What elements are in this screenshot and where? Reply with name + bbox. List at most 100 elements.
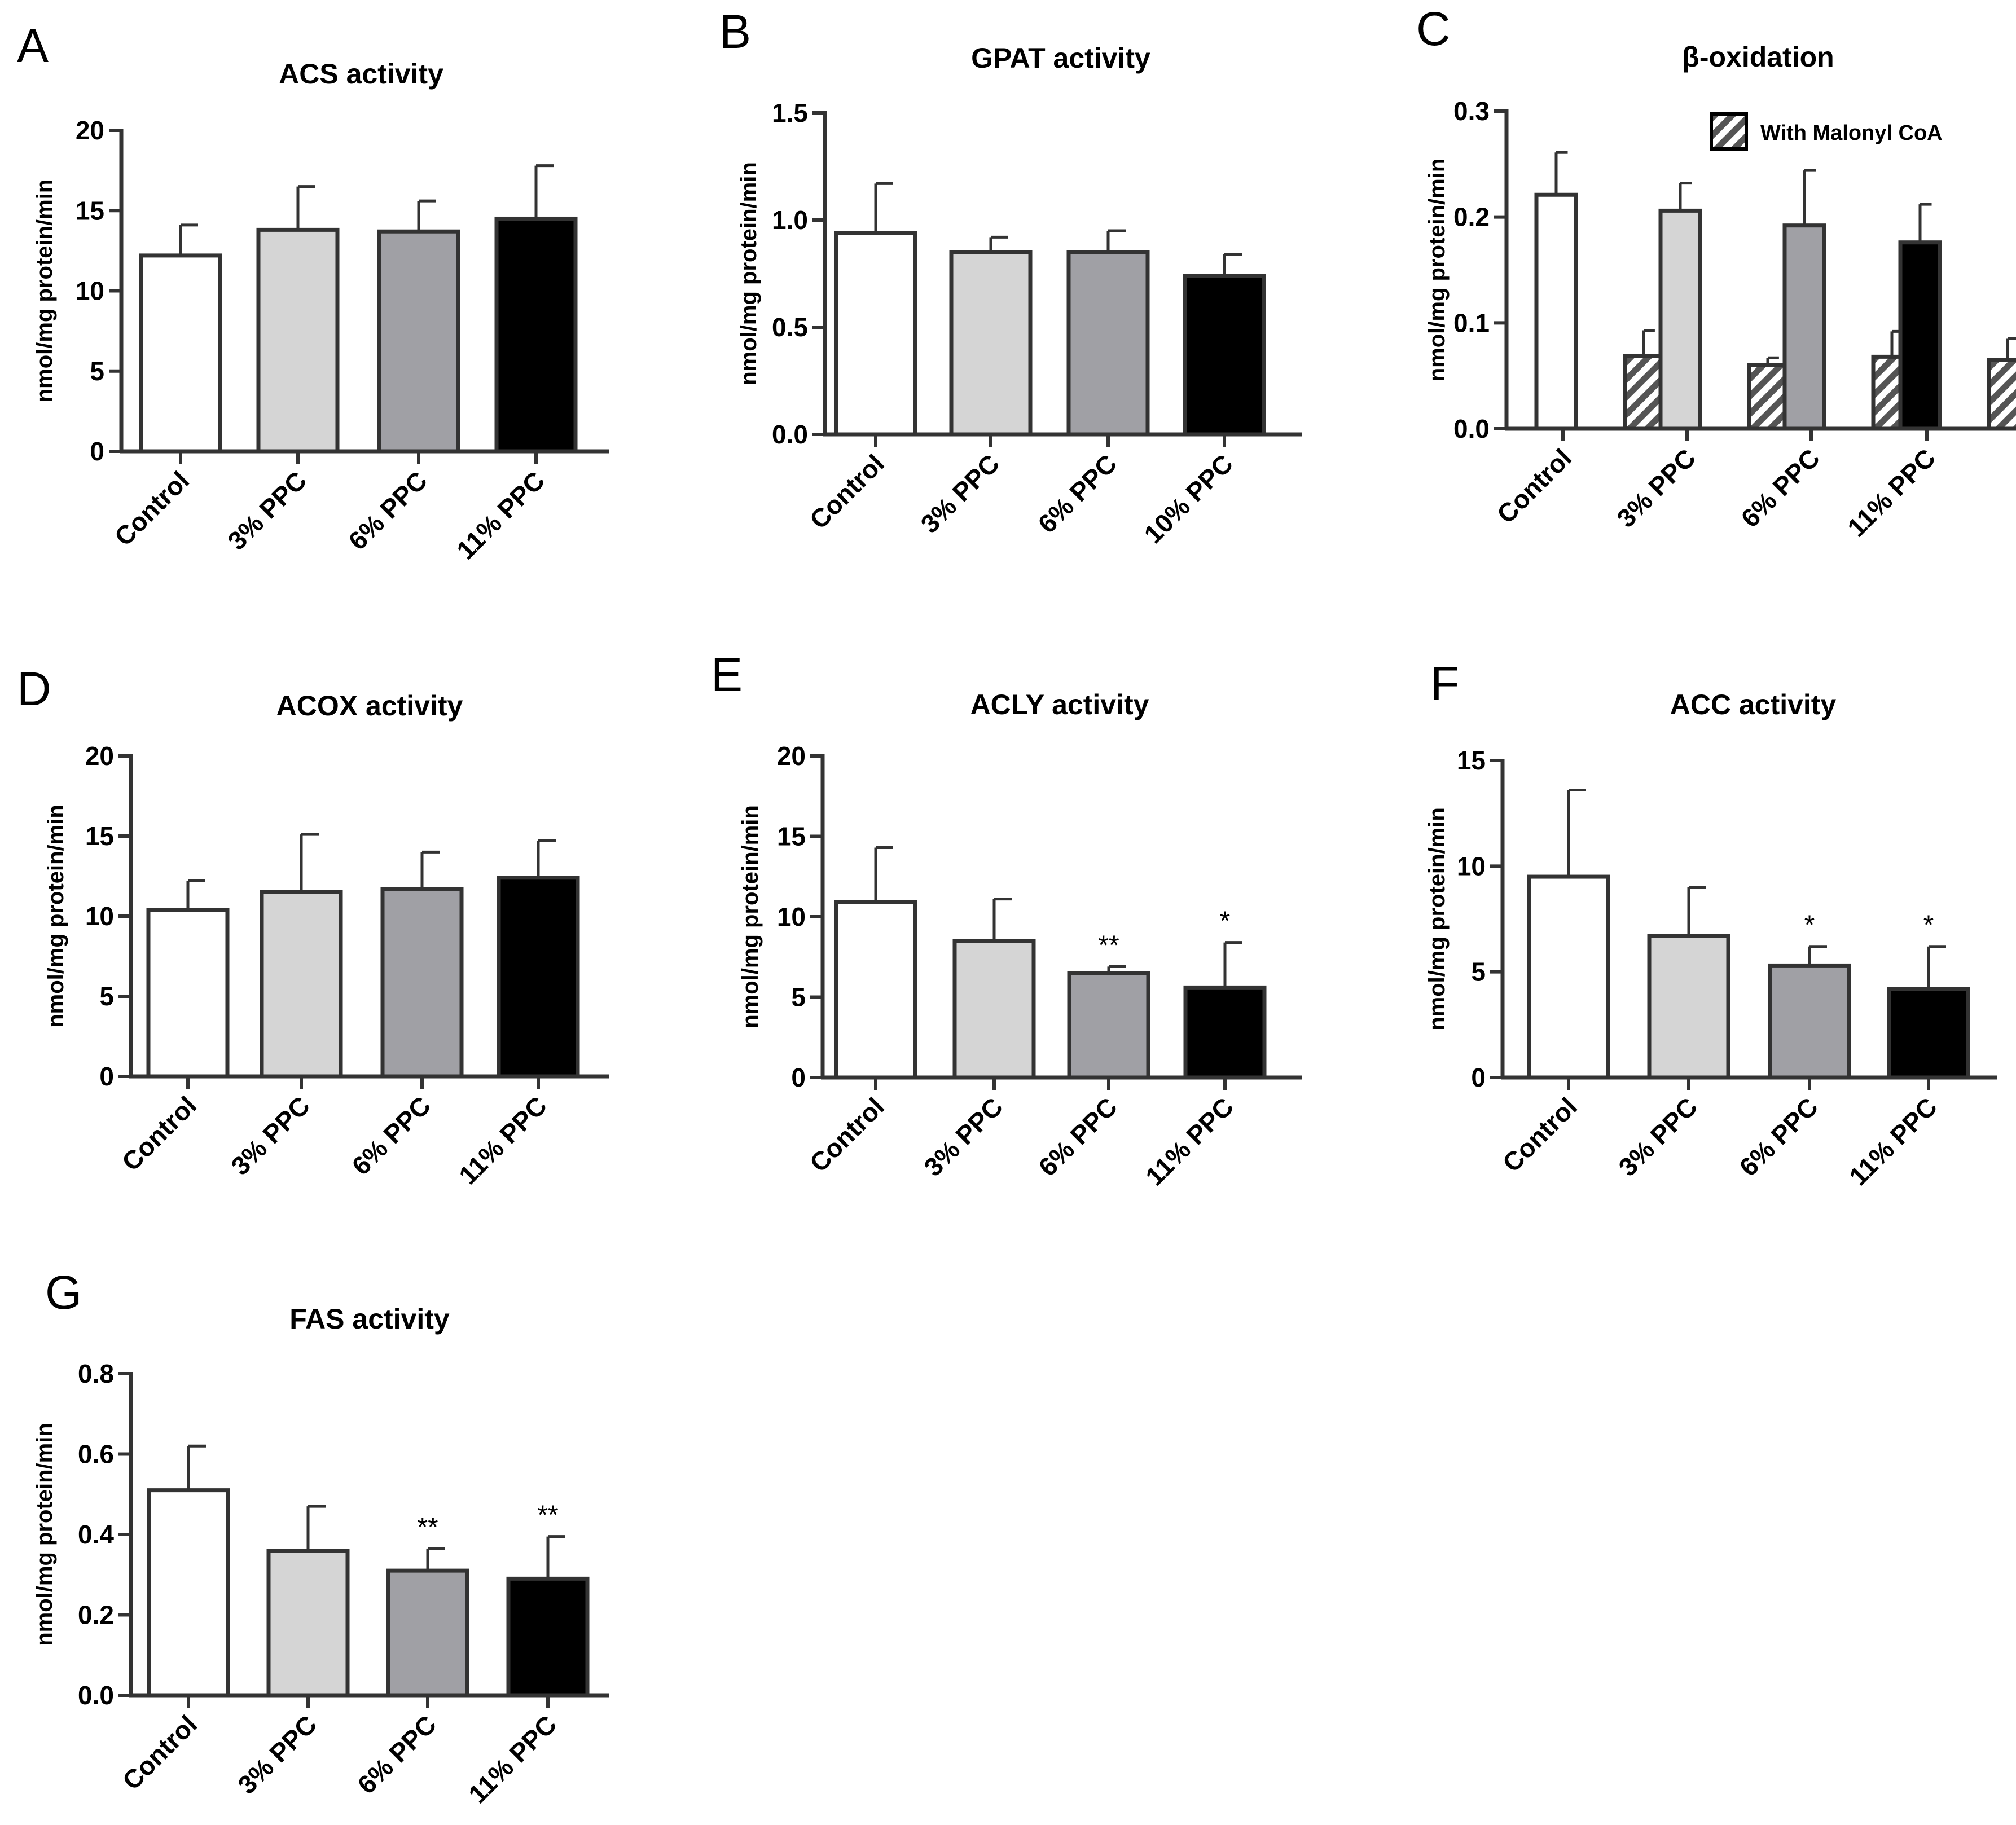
bar-malonyl (1623, 354, 1664, 431)
significance-marker: ** (417, 1512, 438, 1542)
y-tick-label: 10 (1457, 851, 1486, 881)
x-category-label: 3% PPC (222, 465, 312, 556)
y-tick-label: 0.0 (772, 420, 808, 449)
chart-title: ACS activity (279, 58, 443, 90)
significance-marker: * (1220, 907, 1231, 936)
panel-c: Cβ-oxidation nmol/mg protein/min 0.0 0.1 0.2… (1416, 2, 2016, 542)
y-tick-label: 5 (791, 983, 806, 1012)
bar (949, 250, 1033, 437)
chart-title: β-oxidation (1682, 41, 1834, 73)
legend-label: With Malonyl CoA (1760, 121, 1943, 145)
x-category-label: 6% PPC (1033, 1092, 1123, 1182)
y-tick-label: 0 (791, 1063, 806, 1092)
y-axis-label: nmol/mg protein/min (736, 162, 761, 385)
y-tick-label: 20 (85, 741, 114, 771)
bar (497, 876, 580, 1079)
significance-marker: * (1923, 911, 1934, 940)
y-tick-label: 15 (76, 196, 104, 225)
x-category-label: 6% PPC (342, 465, 433, 556)
x-category-label: 6% PPC (352, 1709, 442, 1800)
x-category-label: 11% PPC (1140, 1092, 1239, 1191)
y-tick-label: 0 (99, 1062, 114, 1091)
x-category-label: 11% PPC (463, 1709, 562, 1809)
bar (147, 1488, 230, 1698)
bar (386, 1568, 469, 1698)
y-tick-label: 15 (1457, 746, 1486, 775)
y-tick-label: 15 (85, 821, 114, 851)
panel-letter: D (17, 662, 51, 715)
significance-marker: ** (537, 1501, 558, 1531)
panel-d: D ACOX activity nmol/mg protein/min 0 5 10 15 2… (17, 662, 609, 1190)
bar (1782, 223, 1826, 431)
x-category-label: 6% PPC (346, 1090, 436, 1181)
x-category-label: 3% PPC (232, 1709, 322, 1800)
bar-malonyl (1747, 363, 1789, 431)
panel-letter: C (1416, 2, 1451, 55)
y-tick-label: 1.0 (772, 205, 808, 235)
x-category-label: Control (1491, 443, 1577, 529)
bar (1183, 985, 1267, 1080)
x-category-label: 3% PPC (225, 1090, 315, 1181)
x-category-label: Control (1497, 1092, 1583, 1177)
y-tick-label: 20 (76, 116, 104, 145)
y-axis-label: nmol/mg protein/min (1425, 159, 1450, 382)
y-tick-label: 0.6 (78, 1440, 114, 1469)
x-category-label: 11% PPC (1843, 1092, 1943, 1191)
bar (834, 900, 917, 1080)
bar (139, 253, 222, 454)
y-tick-label: 1.5 (772, 98, 808, 127)
y-tick-label: 0 (90, 437, 104, 466)
chart-title: ACOX activity (276, 690, 463, 722)
y-tick-label: 10 (76, 276, 104, 306)
bar (506, 1576, 590, 1698)
bar-malonyl (1987, 358, 2016, 431)
y-tick-label: 10 (85, 901, 114, 931)
bar (1658, 208, 1702, 431)
bar (1527, 874, 1610, 1080)
x-category-label: Control (117, 1709, 203, 1795)
y-axis-label: nmol/mg protein/min (32, 179, 57, 403)
y-tick-label: 20 (777, 741, 806, 771)
x-category-label: 6% PPC (1032, 448, 1122, 539)
bar (1768, 963, 1851, 1080)
y-tick-label: 0.2 (1453, 203, 1490, 232)
y-tick-label: 0 (1471, 1063, 1486, 1092)
y-tick-label: 0.1 (1453, 308, 1490, 337)
bar (260, 890, 343, 1079)
y-tick-label: 15 (777, 822, 806, 851)
y-axis-label: nmol/mg protein/min (43, 804, 68, 1028)
chart-title: ACC activity (1670, 689, 1837, 720)
bar (256, 227, 340, 454)
panel-b: B GPAT activity nmol/mg protein/min 0.0 0.5 1… (719, 5, 1302, 549)
y-tick-label: 5 (99, 982, 114, 1011)
bar (377, 229, 460, 454)
x-category-label: 3% PPC (1613, 1092, 1703, 1182)
panel-letter: A (17, 19, 49, 72)
x-category-label: Control (804, 1092, 890, 1177)
bar (1066, 250, 1150, 437)
bar (1898, 240, 1942, 431)
bar (266, 1549, 350, 1698)
legend-swatch (1710, 112, 1748, 151)
bar (494, 216, 578, 454)
panel-g: G FAS activity nmol/mg protein/min 0.0 0.2 0.… (32, 1266, 609, 1809)
x-category-label: 10% PPC (1138, 448, 1238, 549)
x-category-label: 11% PPC (1842, 443, 1941, 542)
x-category-label: 11% PPC (451, 465, 550, 565)
bar (1183, 274, 1266, 437)
y-tick-label: 0.8 (78, 1359, 114, 1388)
y-axis-label: nmol/mg protein/min (738, 805, 763, 1028)
y-tick-label: 0.2 (78, 1600, 114, 1630)
panel-e: E ACLY activity nmol/mg protein/min 0 5 10 15 2… (711, 648, 1302, 1191)
panel-letter: E (711, 648, 743, 701)
y-tick-label: 0.3 (1453, 96, 1490, 126)
panel-letter: F (1430, 657, 1459, 710)
x-category-label: 11% PPC (453, 1090, 552, 1190)
bar (1887, 987, 1970, 1080)
bar (1534, 192, 1578, 431)
x-category-label: 3% PPC (1611, 443, 1701, 533)
x-category-label: 6% PPC (1733, 1092, 1824, 1182)
bar (834, 231, 917, 437)
panel-letter: G (45, 1266, 82, 1319)
